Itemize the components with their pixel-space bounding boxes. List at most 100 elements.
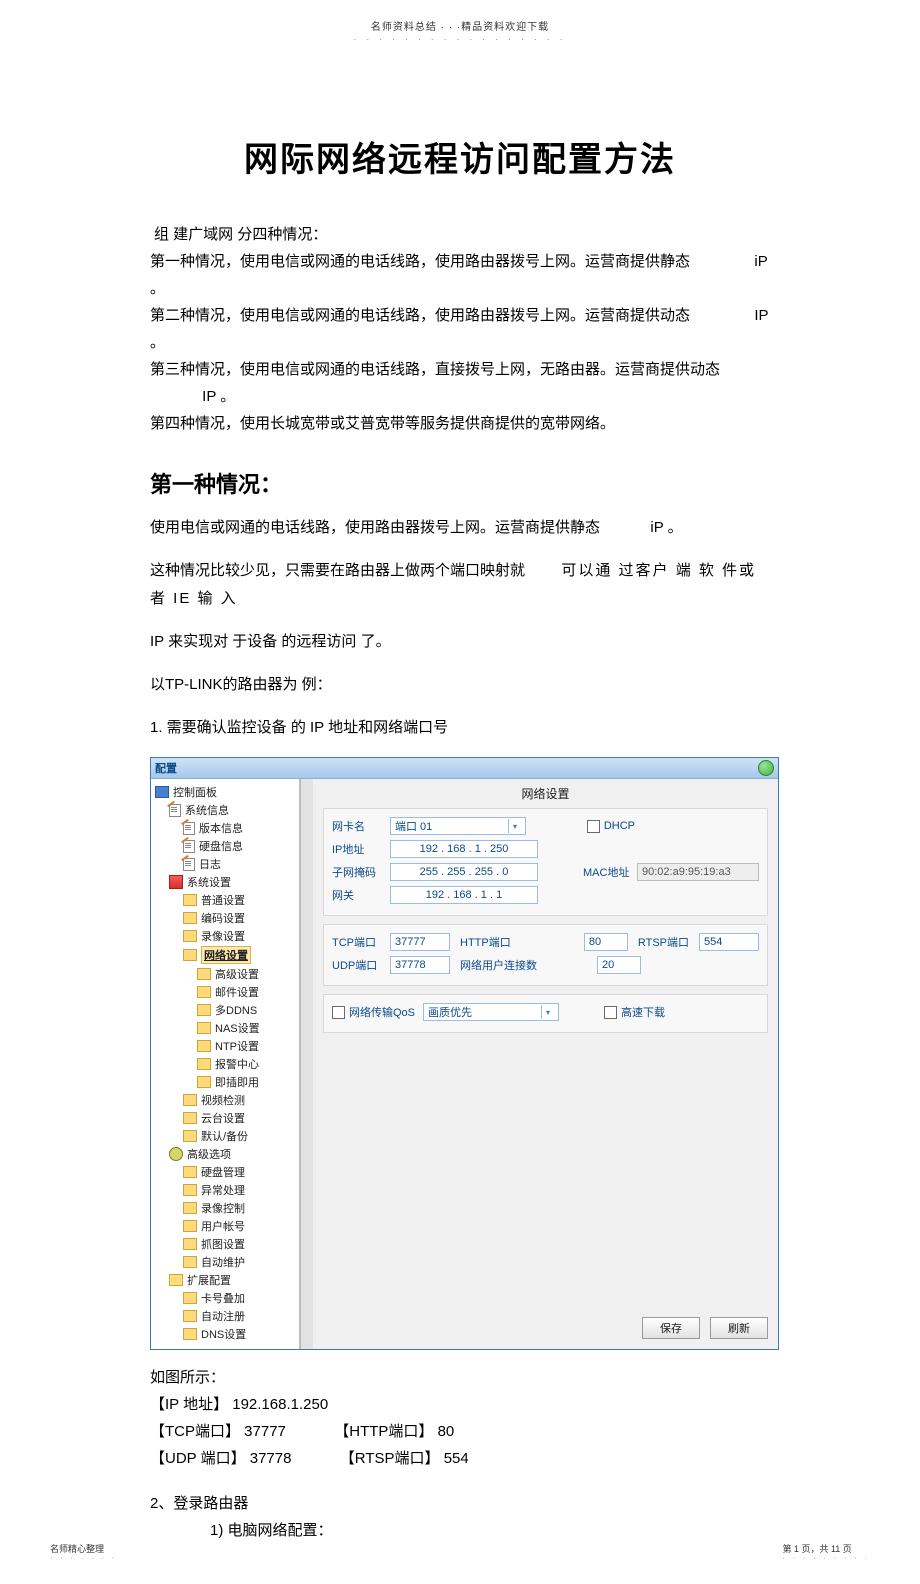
tree-ptz[interactable]: 云台设置 <box>151 1109 299 1127</box>
tree-automaint[interactable]: 自动维护 <box>151 1253 299 1271</box>
after-shot-block: 如图所示： 【IP 地址】 192.168.1.250 【TCP端口】 3777… <box>40 1364 880 1544</box>
after-l5: 2、登录路由器 <box>150 1490 770 1517</box>
udp-input[interactable]: 37778 <box>390 956 450 974</box>
tree-ddns[interactable]: 多DDNS <box>151 1001 299 1019</box>
mask-value: 255 . 255 . 255 . 0 <box>420 866 509 878</box>
lbl-hsdl: 高速下载 <box>621 1004 665 1020</box>
tree-ext[interactable]: 扩展配置 <box>151 1271 299 1289</box>
tree-mail[interactable]: 邮件设置 <box>151 983 299 1001</box>
conn-input[interactable]: 20 <box>597 956 641 974</box>
folder-icon <box>183 949 197 961</box>
tree-version[interactable]: 版本信息 <box>151 819 299 837</box>
tree-video-detect[interactable]: 视频检测 <box>151 1091 299 1109</box>
tree-user-label: 用户帐号 <box>201 1218 245 1234</box>
tree-sysset[interactable]: 系统设置 <box>151 873 299 891</box>
tree-pnp-label: 即插即用 <box>215 1074 259 1090</box>
tree-hddmgr[interactable]: 硬盘管理 <box>151 1163 299 1181</box>
tree-user[interactable]: 用户帐号 <box>151 1217 299 1235</box>
mask-input[interactable]: 255 . 255 . 255 . 0 <box>390 863 538 881</box>
case1-block: 使用电信或网通的电话线路，使用路由器拨号上网。运营商提供静态 iP 。 这种情况… <box>40 514 880 742</box>
lbl-mac: MAC地址 <box>583 864 633 880</box>
folder-icon <box>183 1292 197 1304</box>
after-l3a: 【TCP端口】 37777 <box>150 1423 286 1440</box>
footer-right: 第 1 页，共 11 页 · · · · · · · · · <box>782 1542 870 1562</box>
tree-pnp[interactable]: 即插即用 <box>151 1073 299 1091</box>
tree-cardadd[interactable]: 卡号叠加 <box>151 1289 299 1307</box>
tree-scrollbar[interactable] <box>300 779 313 1349</box>
window-titlebar[interactable]: 配置 <box>151 758 778 779</box>
hsdl-checkbox[interactable] <box>604 1006 617 1019</box>
mac-value-box: 90:02:a9:95:19:a3 <box>637 863 759 881</box>
folder-icon <box>183 1094 197 1106</box>
after-l1: 如图所示： <box>150 1364 770 1391</box>
tree-advopt-label: 高级选项 <box>187 1146 231 1162</box>
page-header-text: 名师资料总结 · · ·精品资料欢迎下载 <box>40 0 880 33</box>
tree-sysset-label: 系统设置 <box>187 874 231 890</box>
tree-advopt[interactable]: 高级选项 <box>151 1145 299 1163</box>
dhcp-checkbox[interactable] <box>587 820 600 833</box>
folder-icon <box>183 1310 197 1322</box>
tree-autoreg[interactable]: 自动注册 <box>151 1307 299 1325</box>
tree-log[interactable]: 日志 <box>151 855 299 873</box>
qos-dropdown[interactable]: 画质优先 ▾ <box>423 1003 559 1021</box>
footer-right-text: 第 1 页，共 11 页 <box>782 1542 870 1555</box>
tree-alarm[interactable]: 报警中心 <box>151 1055 299 1073</box>
refresh-button[interactable]: 刷新 <box>710 1317 768 1339</box>
http-input[interactable]: 80 <box>584 933 628 951</box>
tree-advanced[interactable]: 高级设置 <box>151 965 299 983</box>
dropdown-icon[interactable]: ▾ <box>541 1005 554 1019</box>
intro-line-4b: IP 。 <box>202 388 235 405</box>
lbl-netcard: 网卡名 <box>332 818 390 834</box>
tree-ext-label: 扩展配置 <box>187 1272 231 1288</box>
tree-cardadd-label: 卡号叠加 <box>201 1290 245 1306</box>
case1-a2: iP 。 <box>650 519 682 536</box>
tree-abnormal-label: 异常处理 <box>201 1182 245 1198</box>
tree-record-label: 录像设置 <box>201 928 245 944</box>
footer-left-dots: · · · · · · · <box>50 1555 117 1562</box>
folder-icon <box>183 1238 197 1250</box>
lbl-mask: 子网掩码 <box>332 864 390 880</box>
tree-encode[interactable]: 编码设置 <box>151 909 299 927</box>
udp-value: 37778 <box>395 959 426 971</box>
window-close-icon[interactable] <box>758 760 774 776</box>
heading-case1: 第一种情况： <box>40 467 880 499</box>
footer-left-text: 名师精心整理 <box>50 1542 117 1555</box>
after-l6: 1) 电脑网络配置： <box>150 1517 770 1544</box>
folder-icon <box>197 986 211 998</box>
tree-abnormal[interactable]: 异常处理 <box>151 1181 299 1199</box>
save-button[interactable]: 保存 <box>642 1317 700 1339</box>
tree-ntp[interactable]: NTP设置 <box>151 1037 299 1055</box>
folder-icon <box>183 894 197 906</box>
after-l4a: 【UDP 端口】 37778 <box>150 1450 291 1467</box>
dropdown-icon[interactable]: ▾ <box>508 819 521 833</box>
window-title: 配置 <box>155 760 177 776</box>
gateway-input[interactable]: 192 . 168 . 1 . 1 <box>390 886 538 904</box>
case1-a: 使用电信或网通的电话线路，使用路由器拨号上网。运营商提供静态 <box>150 519 600 536</box>
qos-value: 画质优先 <box>428 1004 472 1020</box>
group-qos: 网络传输QoS 画质优先 ▾ 高速下载 <box>323 994 768 1033</box>
group-basic: 网卡名 端口 01 ▾ DHCP IP地址 192 <box>323 808 768 916</box>
tree-default-backup[interactable]: 默认/备份 <box>151 1127 299 1145</box>
tree-snap-label: 抓图设置 <box>201 1236 245 1252</box>
tree-hdd-info[interactable]: 硬盘信息 <box>151 837 299 855</box>
ip-input[interactable]: 192 . 168 . 1 . 250 <box>390 840 538 858</box>
tree-nas[interactable]: NAS设置 <box>151 1019 299 1037</box>
tree-snapshot[interactable]: 抓图设置 <box>151 1235 299 1253</box>
netcard-dropdown[interactable]: 端口 01 ▾ <box>390 817 526 835</box>
gateway-value: 192 . 168 . 1 . 1 <box>426 889 502 901</box>
tree-network-settings[interactable]: 网络设置 <box>151 945 299 965</box>
tree-common[interactable]: 普通设置 <box>151 891 299 909</box>
tcp-input[interactable]: 37777 <box>390 933 450 951</box>
tree-sysinfo[interactable]: 系统信息 <box>151 801 299 819</box>
folder-icon <box>183 1256 197 1268</box>
qos-checkbox[interactable] <box>332 1006 345 1019</box>
footer-left: 名师精心整理 · · · · · · · <box>50 1542 117 1562</box>
rtsp-input[interactable]: 554 <box>699 933 759 951</box>
folder-icon <box>183 930 197 942</box>
lbl-tcp: TCP端口 <box>332 934 390 950</box>
tree-hdd-label: 硬盘信息 <box>199 838 243 854</box>
tree-dns[interactable]: DNS设置 <box>151 1325 299 1343</box>
tree-record[interactable]: 录像设置 <box>151 927 299 945</box>
tree-root[interactable]: 控制面板 <box>151 783 299 801</box>
tree-recctl[interactable]: 录像控制 <box>151 1199 299 1217</box>
